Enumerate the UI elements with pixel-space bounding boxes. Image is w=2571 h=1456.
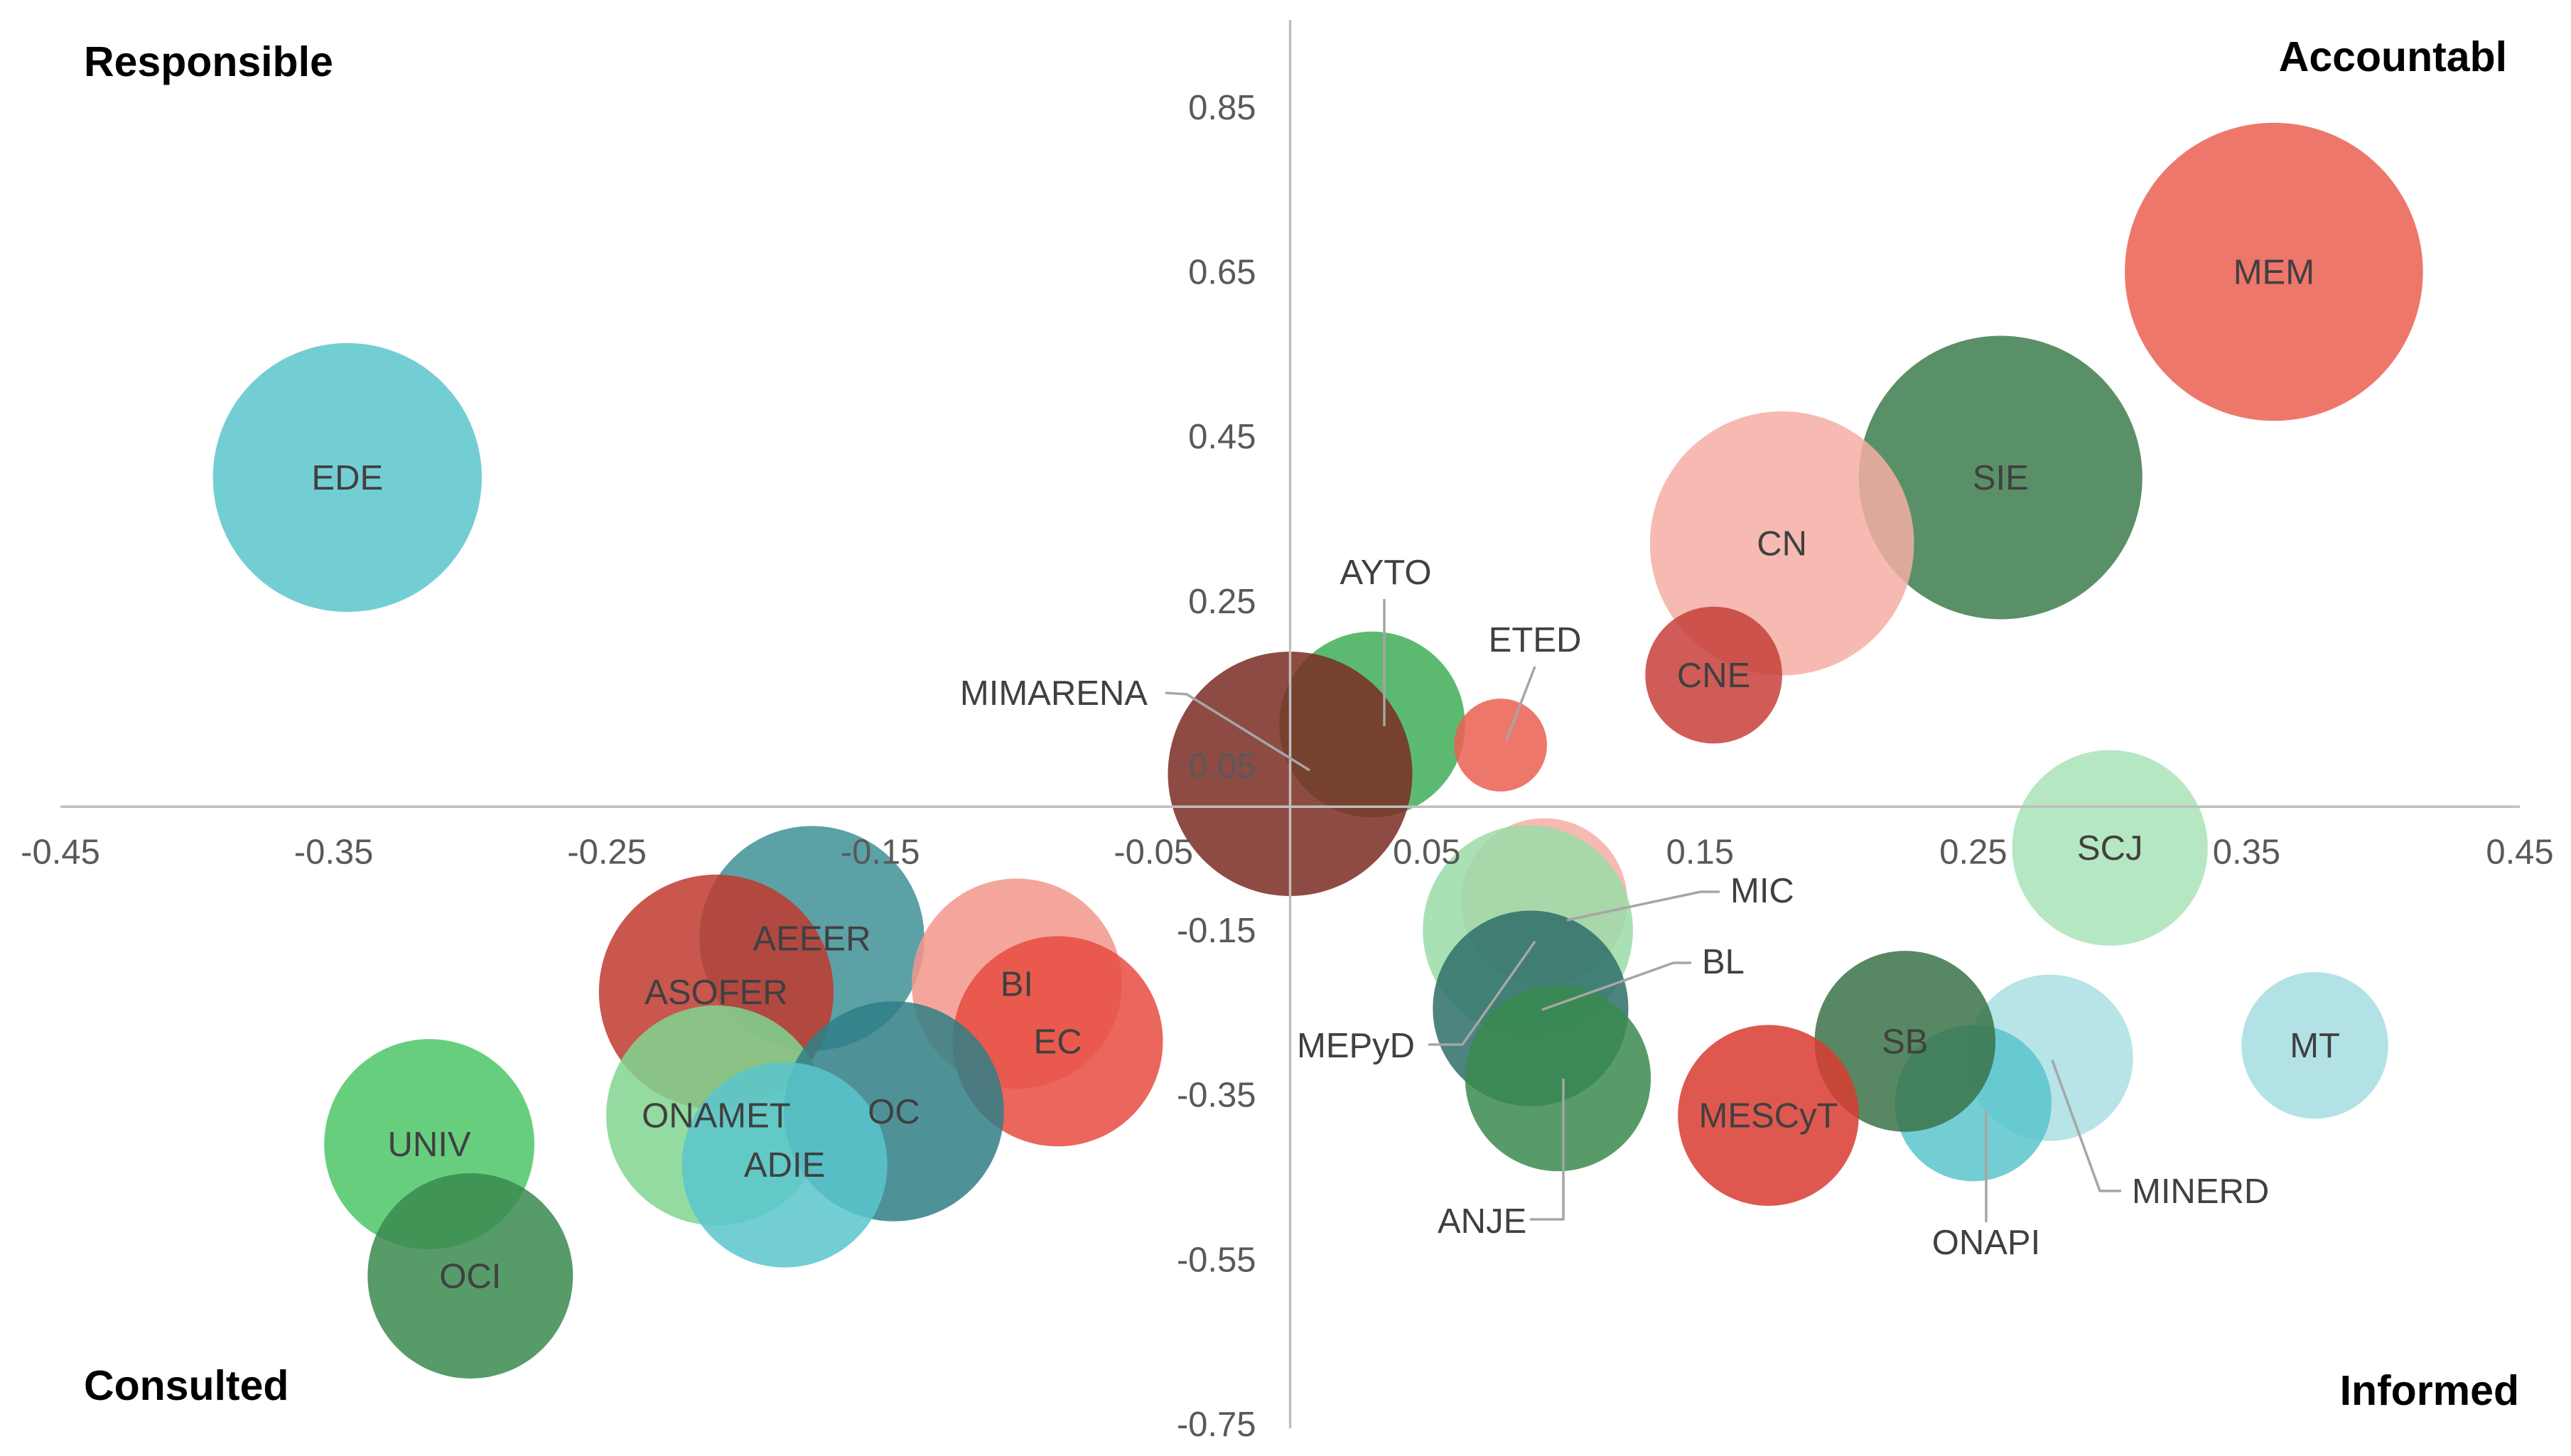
axes-layer: -0.45 -0.35 -0.25 -0.15 -0.05 0.05 0.15 0.25 0.3… xyxy=(21,20,2554,1444)
bubble-mescyt xyxy=(1678,1025,1859,1206)
y-tick-label: -0.75 xyxy=(1177,1406,1256,1444)
bubble-label-mepyd: MEPyD xyxy=(1297,1027,1415,1065)
bubble-label-mescyt: MESCyT xyxy=(1699,1097,1838,1136)
bubble-label-onamet: ONAMET xyxy=(642,1097,791,1136)
x-tick-label: 0.35 xyxy=(2213,833,2280,871)
x-tick-label: 0.05 xyxy=(1393,833,1460,871)
leader-line-minerd xyxy=(2051,1059,2121,1192)
x-tick-label: -0.25 xyxy=(567,833,647,871)
bubble-label-anje: ANJE xyxy=(1438,1202,1526,1241)
x-tick-label: -0.35 xyxy=(294,833,374,871)
bubble-label-ede: EDE xyxy=(311,459,383,497)
bubbles-layer xyxy=(212,122,2423,1379)
leader-line-mic xyxy=(1566,890,1720,922)
bubble-label-onapi: ONAPI xyxy=(1932,1224,2040,1262)
bubble-sie xyxy=(1858,335,2142,620)
x-tick-label: 0.45 xyxy=(2486,833,2553,871)
bubble-label-mic: MIC xyxy=(1730,872,1794,910)
y-tick-label: -0.55 xyxy=(1177,1241,1256,1279)
bubble-adie xyxy=(681,1062,888,1268)
bubble-label-oci: OCI xyxy=(439,1258,501,1296)
bubble-label-mt: MT xyxy=(2290,1027,2340,1065)
bubble-oci xyxy=(367,1173,573,1379)
bubble-label-eted: ETED xyxy=(1489,621,1582,659)
leader-line-mepyd xyxy=(1428,940,1536,1046)
bubble-scj xyxy=(2012,750,2208,946)
y-tick-label: 0.05 xyxy=(1188,747,1256,785)
x-tick-label: -0.05 xyxy=(1114,833,1193,871)
bubble-label-sb: SB xyxy=(1882,1023,1928,1061)
bubble-label-mem: MEM xyxy=(2233,254,2314,292)
x-tick-label: 0.25 xyxy=(1939,833,2007,871)
bubble-label-cn: CN xyxy=(1757,525,1807,563)
y-tick-label: -0.35 xyxy=(1177,1077,1256,1115)
bubble-cne xyxy=(1645,606,1782,744)
bubble-label-bi: BI xyxy=(1001,965,1033,1003)
bubble-label-oc: OC xyxy=(868,1093,920,1131)
y-tick-label: 0.65 xyxy=(1188,254,1256,292)
quadrant-label-bottom-left: Consulted xyxy=(84,1362,289,1409)
bubble-mem xyxy=(2125,122,2423,421)
bubble-label-adie: ADIE xyxy=(744,1146,825,1185)
y-tick-label: -0.15 xyxy=(1177,912,1256,950)
quadrant-labels: Responsible Accountabl Consulted Informed xyxy=(84,33,2519,1414)
bubble-label-bl: BL xyxy=(1702,943,1745,981)
labels-layer: EDE MEM SIE CN CNE AYTO ETED MIMARENA SCJ MT MINER… xyxy=(311,254,2340,1296)
bubble-label-univ: UNIV xyxy=(388,1126,471,1164)
bubble-label-scj: SCJ xyxy=(2077,829,2143,868)
bubble-ec xyxy=(952,936,1163,1147)
bubble-label-minerd: MINERD xyxy=(2132,1172,2269,1211)
leader-line-bl xyxy=(1541,961,1691,1011)
bubble-label-sie: SIE xyxy=(1973,459,2029,497)
leader-line-anje xyxy=(1530,1079,1565,1221)
bubble-label-aeeer: AEEER xyxy=(753,920,871,959)
leader-line-eted xyxy=(1505,666,1536,741)
x-tick-label: -0.15 xyxy=(841,833,920,871)
bubble-mt xyxy=(2241,972,2388,1119)
bubble-label-cne: CNE xyxy=(1677,657,1750,695)
bubble-label-asofer: ASOFER xyxy=(645,974,787,1012)
leader-line-mimarena xyxy=(1165,691,1310,772)
bubble-label-ec: EC xyxy=(1034,1023,1082,1061)
y-tick-label: 0.25 xyxy=(1188,583,1256,621)
x-tick-label: -0.45 xyxy=(21,833,100,871)
y-tick-label: 0.85 xyxy=(1188,89,1256,127)
quadrant-label-bottom-right: Informed xyxy=(2340,1367,2519,1414)
bubble-sb xyxy=(1814,951,1996,1132)
bubble-label-ayto: AYTO xyxy=(1340,554,1432,592)
bubble-eted xyxy=(1454,699,1547,792)
bubble-anje xyxy=(1465,985,1651,1172)
quadrant-label-top-right: Accountabl xyxy=(2279,33,2507,80)
bubble-ede xyxy=(212,343,482,613)
x-tick-label: 0.15 xyxy=(1666,833,1734,871)
quadrant-label-top-left: Responsible xyxy=(84,38,333,85)
bubble-label-mimarena: MIMARENA xyxy=(960,674,1148,713)
leader-lines-layer xyxy=(1165,599,2121,1222)
y-tick-label: 0.45 xyxy=(1188,418,1256,456)
